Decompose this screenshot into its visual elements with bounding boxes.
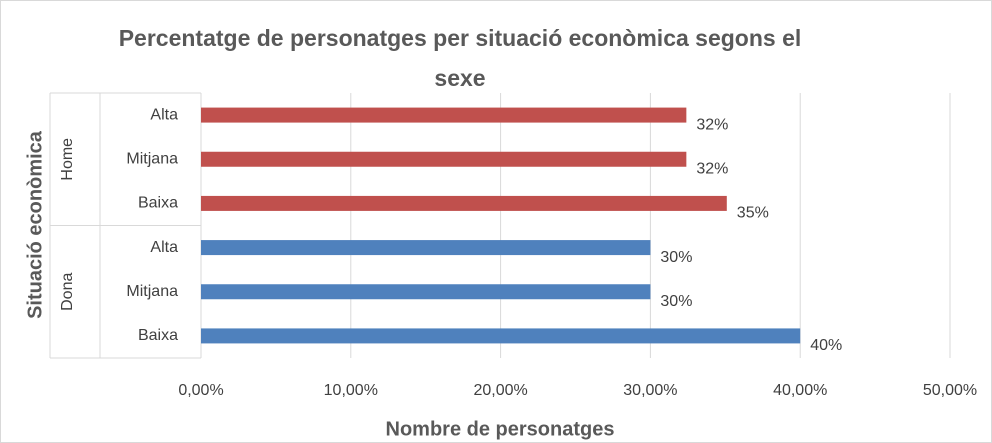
group-label: Home	[59, 138, 76, 181]
group-label: Dona	[59, 273, 76, 311]
bar	[201, 151, 687, 167]
bar	[201, 240, 651, 256]
x-tick-label: 30,00%	[623, 382, 677, 399]
y-tick-label: Mitjana	[126, 283, 178, 300]
x-tick-label: 10,00%	[324, 382, 378, 399]
data-label: 32%	[696, 160, 728, 177]
x-axis-title: Nombre de personatges	[386, 418, 615, 440]
x-tick-label: 20,00%	[473, 382, 527, 399]
bar	[201, 107, 687, 123]
bar	[201, 328, 801, 344]
data-label: 30%	[660, 249, 692, 266]
y-tick-label: Baixa	[138, 195, 178, 212]
x-tick-label: 50,00%	[923, 382, 977, 399]
y-tick-label: Alta	[150, 106, 178, 123]
data-label: 30%	[660, 293, 692, 310]
x-tick-label: 0,00%	[178, 382, 223, 399]
x-tick-label: 40,00%	[773, 382, 827, 399]
data-label: 35%	[737, 205, 769, 222]
y-tick-label: Baixa	[138, 327, 178, 344]
y-axis-title: Situació econòmica	[24, 130, 46, 319]
data-label: 40%	[810, 337, 842, 354]
bar	[201, 195, 727, 211]
chart-title: Percentatge de personatges per situació …	[118, 25, 802, 91]
y-tick-label: Mitjana	[126, 150, 178, 167]
bar	[201, 284, 651, 300]
y-tick-label: Alta	[150, 239, 178, 256]
data-label: 32%	[696, 116, 728, 133]
